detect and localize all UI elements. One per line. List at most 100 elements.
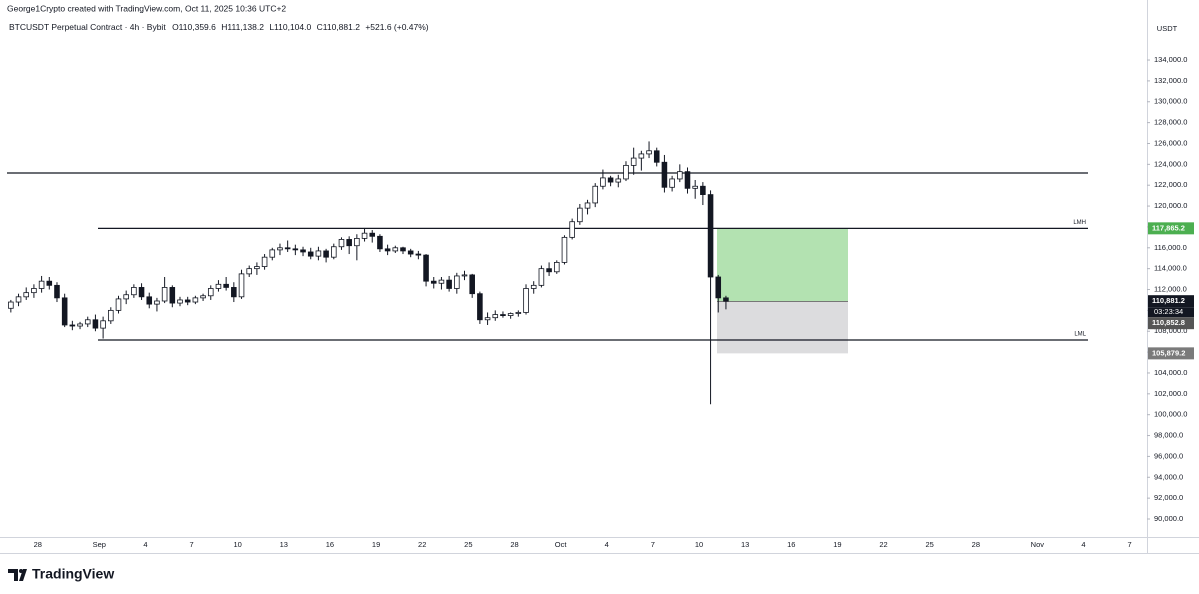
candle-body	[423, 254, 429, 282]
candle-body	[553, 261, 560, 273]
x-tick-label: 7	[651, 540, 655, 549]
candle-body	[700, 185, 706, 195]
ohlc-high: H111,138.2	[221, 22, 264, 32]
candle-body	[269, 249, 276, 258]
candle-body	[384, 248, 391, 252]
candle-body	[615, 178, 622, 183]
x-tick-label: 28	[34, 540, 42, 549]
candle-body	[638, 153, 645, 159]
candle-body	[146, 296, 153, 305]
candle-body	[400, 247, 406, 252]
logo: TradingView	[8, 566, 114, 582]
candle-body	[515, 312, 522, 314]
y-tick-label: 94,000.0	[1154, 472, 1183, 481]
candle-body	[407, 250, 414, 255]
candle-body	[500, 314, 506, 316]
candle-body	[461, 274, 468, 277]
y-tick-label: 102,000.0	[1154, 389, 1187, 398]
x-tick-label: 16	[326, 540, 334, 549]
y-tick-label: 104,000.0	[1154, 368, 1187, 377]
entry-tag-bg	[1148, 317, 1194, 330]
candle-body	[669, 178, 675, 188]
candle-body	[200, 295, 206, 299]
candle-body	[623, 164, 629, 180]
candle-body	[630, 157, 637, 166]
y-tick-label: 98,000.0	[1154, 431, 1183, 440]
stop-tag-bg	[1148, 347, 1194, 360]
candle-body	[331, 246, 337, 258]
candle-body	[607, 177, 614, 183]
candle-body	[38, 280, 45, 289]
candle-body	[723, 297, 729, 302]
candle-body	[138, 287, 145, 298]
candle-body	[307, 251, 314, 257]
candle-body	[292, 248, 299, 251]
y-tick-label: 130,000.0	[1154, 97, 1187, 106]
y-tick-label: 122,000.0	[1154, 180, 1187, 189]
candle-body	[430, 280, 437, 284]
candle-body	[15, 296, 22, 303]
legend: BTCUSDT Perpetual Contract · 4h · Bybit …	[9, 22, 429, 32]
candle-body	[377, 235, 383, 250]
candle-body	[715, 276, 722, 299]
candle-body	[238, 273, 245, 298]
x-tick-label: 25	[464, 540, 472, 549]
x-tick-label: 7	[1128, 540, 1132, 549]
candle-body	[323, 250, 329, 258]
candle-body	[69, 324, 76, 327]
x-tick-label: 22	[418, 540, 426, 549]
candle-body	[600, 177, 606, 187]
target-tag: 117,865.2	[1148, 222, 1194, 235]
candle-body	[207, 288, 214, 297]
candle-body	[92, 319, 99, 329]
candle-body	[354, 238, 360, 247]
brand: TradingView	[32, 566, 114, 582]
candle-body	[254, 266, 260, 270]
countdown-tag: 03:23:34	[1148, 307, 1194, 318]
candle-body	[454, 275, 460, 289]
x-tick-label: 19	[833, 540, 841, 549]
y-tick-label: 100,000.0	[1154, 410, 1187, 419]
y-tick-label: 112,000.0	[1154, 285, 1187, 294]
candle-body	[231, 287, 237, 298]
x-tick-label: 4	[605, 540, 609, 549]
plot-area: LMH LML	[7, 141, 1088, 405]
candle-body	[31, 288, 37, 294]
candle-body	[484, 317, 491, 321]
candle-body	[277, 247, 283, 251]
candle-body	[46, 280, 53, 286]
last-price-tag-bg	[1148, 295, 1194, 308]
currency: USDT	[1157, 24, 1178, 33]
target-tag-label: 117,865.2	[1152, 223, 1185, 232]
x-tick-label: 4	[143, 540, 147, 549]
candle-body	[692, 185, 698, 189]
y-tick-label: 90,000.0	[1154, 514, 1183, 523]
stop-tag: 105,879.2	[1148, 347, 1194, 360]
candle-body	[569, 221, 575, 238]
candle-body	[154, 300, 160, 305]
candle-body	[661, 161, 668, 188]
candle-body	[338, 239, 345, 248]
countdown: 03:23:34	[1154, 307, 1183, 316]
y-tick-label: 128,000.0	[1154, 118, 1187, 127]
candle-body	[284, 247, 291, 250]
candle-body	[123, 294, 129, 300]
y-tick-label: 132,000.0	[1154, 76, 1187, 85]
symbol: BTCUSDT Perpetual Contract · 4h · Bybit	[9, 22, 166, 32]
author: George1Crypto created with TradingView.c…	[7, 3, 286, 13]
x-tick-label: 22	[879, 540, 887, 549]
stop-zone	[717, 301, 848, 354]
ohlc-close: C110,881.2	[317, 22, 361, 32]
candle-body	[592, 185, 599, 204]
candle-body	[108, 309, 114, 322]
candle-body	[369, 232, 376, 237]
candle-body	[584, 202, 591, 209]
last-price-tag: 110,881.2	[1148, 295, 1194, 308]
y-tick-label: 126,000.0	[1154, 138, 1187, 147]
y-tick-label: 92,000.0	[1154, 493, 1183, 502]
candle-body	[707, 194, 714, 278]
level-label: LML	[1074, 332, 1086, 338]
candle-body	[54, 284, 60, 299]
logo-dot	[19, 569, 23, 573]
x-tick-label: 13	[280, 540, 288, 549]
